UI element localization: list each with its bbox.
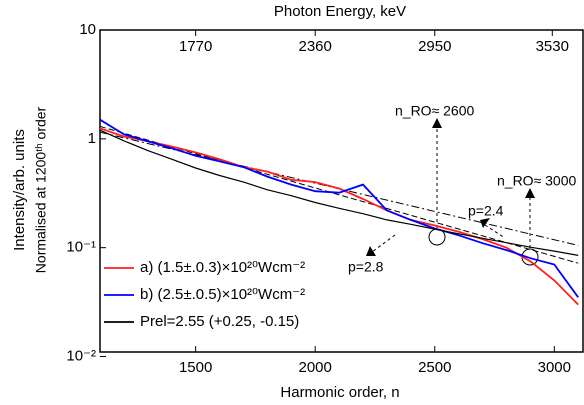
y-axis-label-2: Normalised at 1200ᵗʰ order — [33, 106, 49, 273]
x2-tick-label: 3530 — [536, 38, 569, 55]
series-line — [99, 127, 579, 306]
legend-label: Prel=2.55 (+0.25, -0.15) — [140, 313, 299, 330]
plot-frame — [99, 29, 584, 353]
legend-label: b) (2.5±.0.5)×10²⁰Wcm⁻² — [140, 286, 305, 303]
series-line — [99, 118, 579, 298]
legend-label: a) (1.5±.0.3)×10²⁰Wcm⁻² — [140, 259, 305, 276]
x2-tick-label: 2950 — [418, 38, 451, 55]
x-tick-label: 1500 — [179, 359, 212, 376]
y-tick-label: 10⁻² — [66, 347, 96, 364]
annotation: n_RO≈ 2600 — [395, 103, 475, 119]
annotation: p=2.8 — [348, 259, 384, 275]
y-tick-label: 1 — [88, 130, 96, 147]
x2-tick-label: 1770 — [179, 38, 212, 55]
y-axis-label: Intensity/arb. units — [11, 129, 28, 251]
arrows — [371, 125, 531, 253]
y-tick-label: 10⁻¹ — [66, 239, 96, 256]
x-tick-label: 2500 — [418, 359, 451, 376]
x-axis-label: Harmonic order, n — [280, 384, 399, 401]
x-tick-label: 2000 — [299, 359, 332, 376]
annotation: n_RO≈ 3000 — [497, 173, 577, 189]
y-tick-label: 10 — [79, 21, 96, 38]
chart-title: Photon Energy, keV — [274, 3, 406, 20]
annotation: p=2.4 — [468, 203, 504, 219]
series-line — [99, 129, 579, 256]
x2-tick-label: 2360 — [299, 38, 332, 55]
x-tick-label: 3000 — [538, 359, 571, 376]
